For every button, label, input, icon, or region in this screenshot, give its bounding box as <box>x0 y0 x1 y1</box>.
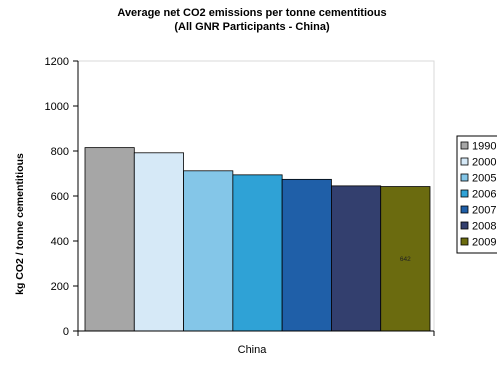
bar-2005 <box>183 170 234 332</box>
plot-area: 0 200 400 600 800 1000 1200 642 <box>45 56 435 338</box>
x-axis-label: China <box>238 344 268 356</box>
legend-label-2006: 2006 <box>472 189 496 201</box>
bar-2009 <box>380 186 431 332</box>
bar-2007 <box>281 178 332 332</box>
y-tick-label-1000: 1000 <box>45 101 69 113</box>
y-tick-label-600: 600 <box>51 191 69 203</box>
bar-2006 <box>232 174 283 332</box>
legend: 1990 2000 2005 2006 2007 2008 2009 <box>456 135 497 254</box>
bar-1990 <box>84 147 135 332</box>
legend-swatch-1990 <box>460 141 469 150</box>
legend-swatch-2007 <box>460 205 469 214</box>
y-axis-label: kg CO2 / tonne cementitious <box>14 153 26 295</box>
legend-swatch-2006 <box>460 189 469 198</box>
legend-swatch-2005 <box>460 173 469 182</box>
bar-2008 <box>331 185 382 332</box>
y-tick-label-1200: 1200 <box>45 56 69 68</box>
legend-swatch-2009 <box>460 237 469 246</box>
y-tick-label-200: 200 <box>51 281 69 293</box>
data-label-2009: 642 <box>400 256 411 263</box>
legend-label-2005: 2005 <box>472 173 496 185</box>
y-tick-label-0: 0 <box>63 326 69 338</box>
legend-label-2007: 2007 <box>472 205 496 217</box>
bar-2000 <box>133 152 184 332</box>
legend-swatch-2008 <box>460 221 469 230</box>
chart-title: Average net CO2 emissions per tonne ceme… <box>117 7 386 19</box>
y-tick-label-800: 800 <box>51 146 69 158</box>
legend-label-2009: 2009 <box>472 237 496 249</box>
chart-subtitle: (All GNR Participants - China) <box>174 21 330 33</box>
legend-swatch-2000 <box>460 157 469 166</box>
y-tick-label-400: 400 <box>51 236 69 248</box>
legend-label-2008: 2008 <box>472 221 496 233</box>
legend-label-2000: 2000 <box>472 157 496 169</box>
legend-label-1990: 1990 <box>472 141 496 153</box>
